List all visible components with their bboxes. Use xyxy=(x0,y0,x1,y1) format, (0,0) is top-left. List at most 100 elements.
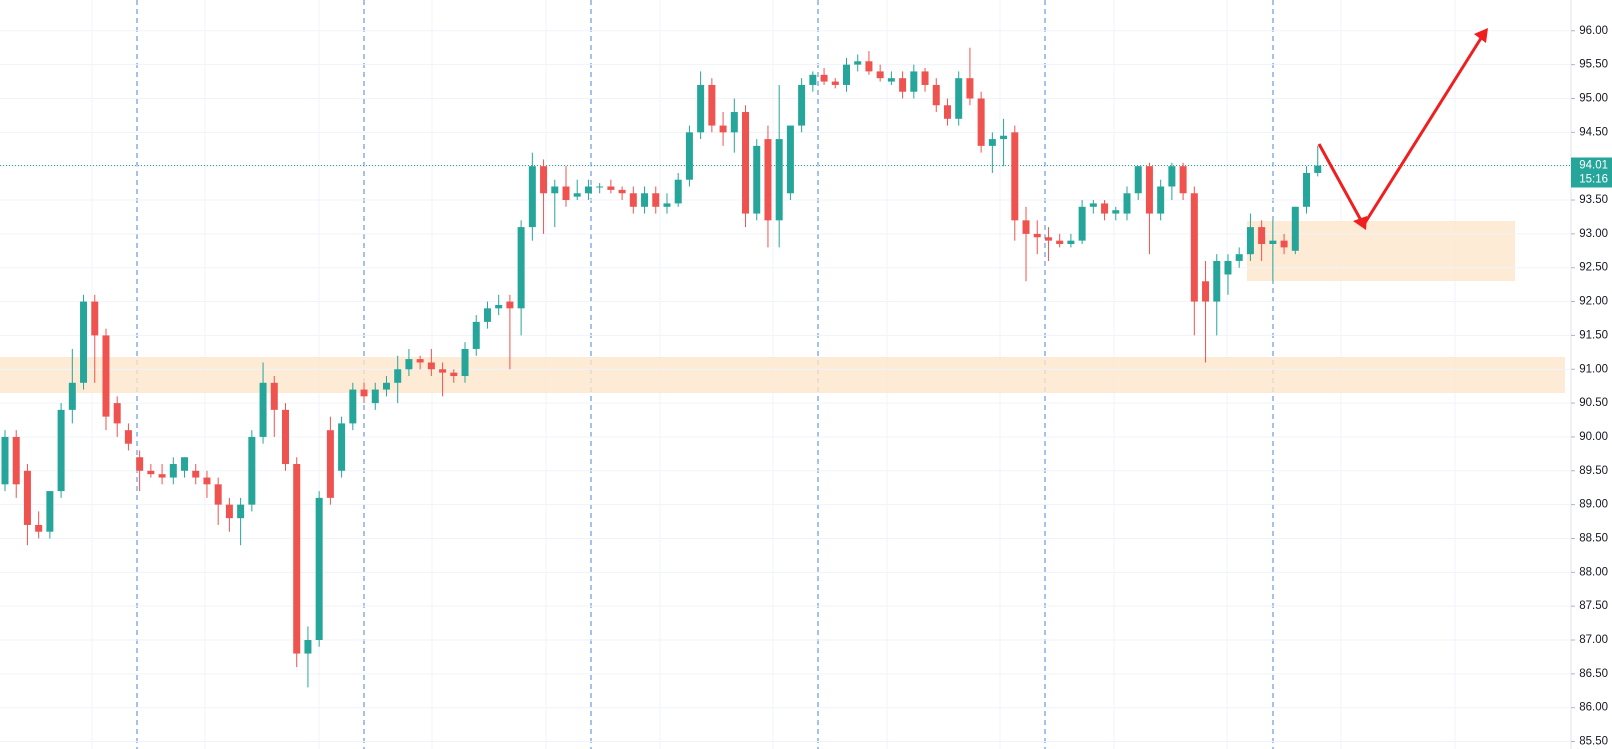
candle-body xyxy=(181,457,189,471)
y-tick-label: 85.50 xyxy=(1579,736,1608,748)
candle-body xyxy=(1112,210,1120,214)
y-axis: 85.50 86.00 86.50 87.00 87.50 88.00 88.50 89.00… xyxy=(1571,25,1612,748)
candle-body xyxy=(136,457,144,471)
candle-body xyxy=(237,504,245,519)
candle-body xyxy=(1101,203,1109,214)
candle-body xyxy=(1280,240,1288,248)
y-tick-label: 95.50 xyxy=(1579,59,1608,71)
candle-body xyxy=(1224,260,1232,275)
candle-body xyxy=(730,112,738,133)
candle-body xyxy=(674,179,682,204)
candle-body xyxy=(764,139,772,221)
candle-body xyxy=(203,477,211,485)
y-tick-label: 89.50 xyxy=(1579,465,1608,477)
candle-body xyxy=(629,193,637,207)
session-lines xyxy=(136,0,1274,749)
y-tick-label: 88.50 xyxy=(1579,533,1608,545)
countdown-label: 15:16 xyxy=(1579,174,1608,186)
candle-body xyxy=(461,348,469,377)
candle-body xyxy=(910,71,918,92)
candle-body xyxy=(113,403,121,424)
candle-body xyxy=(35,524,43,532)
candle-body xyxy=(708,84,716,126)
candle-body xyxy=(23,470,31,525)
candle-body xyxy=(1078,206,1086,241)
candle-body xyxy=(775,139,783,221)
candle-body xyxy=(786,125,794,194)
candle-body xyxy=(584,186,592,194)
candle-body xyxy=(248,436,256,505)
candle-body xyxy=(865,61,873,72)
candle-body xyxy=(1011,132,1019,221)
candle-body xyxy=(91,301,99,336)
candle-body xyxy=(1258,227,1266,245)
candle-body xyxy=(798,84,806,126)
candle-body xyxy=(607,186,615,190)
candle-body xyxy=(1235,254,1243,261)
candle-body xyxy=(326,430,334,498)
candle-body xyxy=(562,186,570,201)
candle-body xyxy=(57,409,65,492)
candle-body xyxy=(977,98,985,146)
candle-body xyxy=(214,484,222,505)
candle-body xyxy=(1269,240,1277,245)
candle-body xyxy=(1246,227,1254,255)
candle-body xyxy=(1022,220,1030,234)
candle-body xyxy=(1145,166,1153,214)
candle-body xyxy=(820,74,828,82)
y-tick-label: 86.50 xyxy=(1579,668,1608,680)
candle-body xyxy=(1291,206,1299,251)
candle-body xyxy=(338,423,346,471)
candle-body xyxy=(394,369,402,383)
candle-body xyxy=(1123,193,1131,214)
candle-body xyxy=(1134,166,1142,194)
y-tick-label: 90.50 xyxy=(1579,397,1608,409)
candle-body xyxy=(506,301,514,309)
y-tick-label: 88.00 xyxy=(1579,566,1608,578)
y-tick-label: 90.00 xyxy=(1579,431,1608,443)
candle-body xyxy=(259,382,267,437)
candle-body xyxy=(158,474,166,478)
y-tick-label: 87.50 xyxy=(1579,600,1608,612)
last-price-box xyxy=(1571,157,1612,188)
y-tick-label: 93.50 xyxy=(1579,194,1608,206)
candle-body xyxy=(899,78,907,92)
candle-body xyxy=(831,81,839,85)
candle-body xyxy=(147,470,155,475)
y-tick-label: 93.00 xyxy=(1579,228,1608,240)
candle-body xyxy=(382,382,390,390)
candles xyxy=(1,47,1322,688)
candle-body xyxy=(1033,233,1041,238)
candle-body xyxy=(652,193,660,207)
candle-body xyxy=(540,166,548,194)
candle-body xyxy=(293,464,301,654)
candle-body xyxy=(551,186,559,194)
candle-body xyxy=(854,61,862,65)
candle-body xyxy=(517,227,525,309)
y-tick-label: 92.00 xyxy=(1579,296,1608,308)
y-tick-label: 87.00 xyxy=(1579,634,1608,646)
candle-body xyxy=(1190,193,1198,302)
candle-body xyxy=(304,640,312,654)
candle-body xyxy=(192,470,200,478)
candle-body xyxy=(124,430,132,444)
candle-body xyxy=(1067,240,1075,245)
candle-body xyxy=(102,335,110,417)
candle-body xyxy=(1000,135,1008,140)
candle-body xyxy=(68,382,76,410)
projection-arrows xyxy=(1317,28,1488,230)
candle-body xyxy=(573,193,581,197)
y-tick-label: 92.50 xyxy=(1579,262,1608,274)
candle-body xyxy=(719,125,727,133)
support-zone xyxy=(0,357,1565,393)
candle-body xyxy=(483,308,491,322)
candle-body xyxy=(697,84,705,133)
candle-body xyxy=(685,132,693,180)
candle-body xyxy=(80,301,88,383)
candle-body xyxy=(641,193,649,207)
candle-body xyxy=(1314,165,1322,173)
candle-body xyxy=(349,389,357,424)
candle-body xyxy=(315,497,323,641)
y-tick-label: 89.00 xyxy=(1579,499,1608,511)
candle-body xyxy=(1202,281,1210,302)
